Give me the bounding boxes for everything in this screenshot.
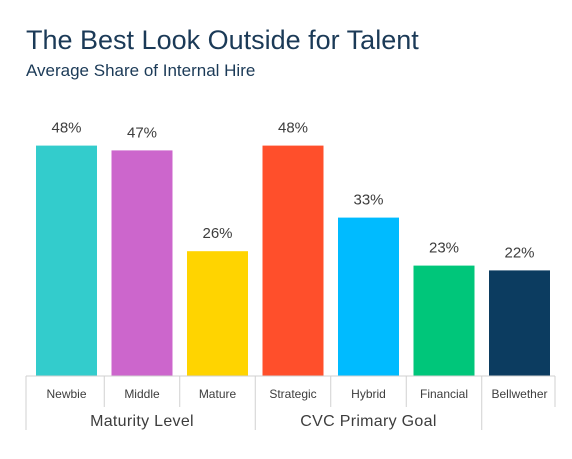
category-axis: Newbie Middle Mature Strategic Hybrid Financi… [25,375,556,430]
group-label-1: CVC Primary Goal [300,413,436,430]
value-label-middle: 47% [127,124,157,141]
bar-strategic [262,145,324,376]
tick-label-strategic: Strategic [269,387,316,401]
bar-middle [111,150,173,376]
tick-label-hybrid: Hybrid [351,387,386,401]
chart-subtitle: Average Share of Internal Hire [26,61,255,80]
tick-label-newbie: Newbie [46,387,86,401]
tick-label-bellwether: Bellwether [491,387,547,401]
tick-label-middle: Middle [124,387,160,401]
bar-mature [187,251,248,376]
value-label-financial: 23% [429,240,459,257]
chart-title: The Best Look Outside for Talent [26,25,419,55]
value-label-strategic: 48% [278,120,308,137]
bar-hybrid [338,217,399,376]
value-label-mature: 26% [202,225,232,242]
tick-label-financial: Financial [420,387,468,401]
bar-newbie [36,145,97,376]
value-label-hybrid: 33% [353,192,383,209]
bar-bellwether [489,270,550,376]
bars-layer: 48% 47% 26% 48% 33% 23% 22% [36,120,550,376]
value-label-newbie: 48% [51,120,81,137]
tick-label-mature: Mature [199,387,237,401]
bar-financial [413,265,475,376]
value-label-bellwether: 22% [504,244,534,261]
group-label-0: Maturity Level [90,413,194,430]
